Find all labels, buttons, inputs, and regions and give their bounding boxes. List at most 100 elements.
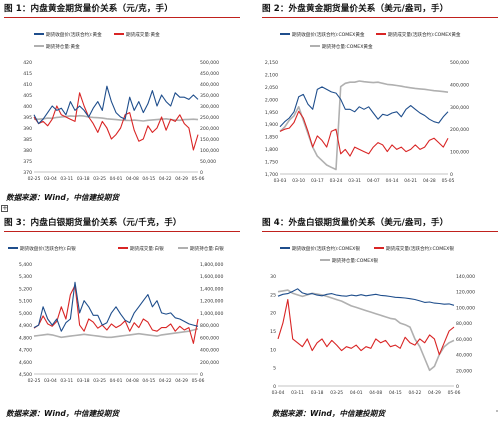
x-tick-label: 04-15 <box>389 390 402 396</box>
y-right-tick-label: 1,200,000 <box>200 299 223 305</box>
x-tick-label: 03-04 <box>272 390 285 396</box>
x-tick-label: 02-25 <box>28 176 41 182</box>
y-left-tick-label: 5,000 <box>19 311 32 317</box>
legend-label: 期货收盘价(活跃合约):COMEX银 <box>292 245 360 252</box>
y-right-tick-label: 800,000 <box>200 323 219 329</box>
y-left-tick-label: 4,600 <box>19 360 32 366</box>
series-line-volume <box>33 92 199 151</box>
x-tick-label: 02-25 <box>28 378 41 384</box>
x-tick-label: 04-01 <box>350 390 363 396</box>
series-line-price <box>277 288 455 306</box>
x-tick-label: 03-11 <box>60 176 73 182</box>
y-right-tick-label: 300,000 <box>450 105 469 111</box>
y-left-tick-label: 420 <box>23 60 32 66</box>
y-left-tick-label: 2,150 <box>265 60 278 66</box>
x-tick-label: 03-18 <box>77 176 90 182</box>
y-left-tick-label: 5 <box>273 366 276 372</box>
y-left-tick-label: 415 <box>23 71 32 77</box>
plot-area: 30 25 20 15 10 5 0 140,000 120,000 100,000 80,000 6… <box>270 274 475 396</box>
y-left-tick-label: 1,950 <box>265 110 278 116</box>
legend-label: 期货成交量(活跃合约):COMEX银 <box>386 245 454 252</box>
y-left-tick-label: 4,800 <box>19 335 32 341</box>
silver-comex-chart: 30 25 20 15 10 5 0 140,000 120,000 100,000 80,000 6… <box>270 245 475 396</box>
gold-comex-chart: 2,150 2,100 2,050 2,000 1,950 1,900 1,850 1,800… <box>265 31 469 184</box>
series-line-oi <box>279 80 449 171</box>
y-right-tick-label: 1,600,000 <box>200 274 223 280</box>
x-tick-label: 04-15 <box>142 176 155 182</box>
y-right-tick-label: 500,000 <box>200 60 219 66</box>
y-left-tick-label: 1,850 <box>265 135 278 141</box>
x-tick-label: 04-22 <box>409 390 422 396</box>
y-left-tick-label: 0 <box>273 384 276 390</box>
expand-icon[interactable]: + <box>1 204 8 212</box>
y-right-tick-label: 0 <box>450 172 453 178</box>
y-left-tick-label: 15 <box>270 329 276 335</box>
y-left-tick-label: 390 <box>23 126 32 132</box>
y-left-tick-label: 395 <box>23 115 32 121</box>
y-left-tick-label: 30 <box>270 274 276 280</box>
y-right-tick-label: 300,000 <box>200 104 219 110</box>
silver-domestic-chart: 5,400 5,300 5,200 5,100 5,000 4,900 4,800 4,700… <box>8 245 224 384</box>
y-left-tick-label: 375 <box>23 159 32 165</box>
legend-label: 期货成交量:黄金 <box>126 31 160 38</box>
y-left-tick-label: 5,400 <box>19 262 32 268</box>
x-tick-label: 03-11 <box>291 390 304 396</box>
x-tick-label: 04-14 <box>386 178 399 184</box>
series-line-oi <box>277 289 455 372</box>
y-right-tick-label: 200,000 <box>200 126 219 132</box>
y-right-tick-label: 50,000 <box>200 159 216 165</box>
y-left-tick-label: 1,700 <box>265 172 278 178</box>
y-right-tick-label: 1,800,000 <box>200 262 223 268</box>
x-tick-label: 04-21 <box>404 178 417 184</box>
legend-label: 期货成交量(活跃合约):COMEX黄金 <box>388 31 461 38</box>
panel-2-title-rule <box>262 17 498 18</box>
series-line-price <box>279 86 449 128</box>
series-line-volume <box>33 284 199 344</box>
legend-label: 期货收盘价(活跃合约):黄金 <box>46 31 102 38</box>
y-left-tick-label: 385 <box>23 137 32 143</box>
y-right-tick-label: 100,000 <box>450 150 469 156</box>
y-right-tick-label: 200,000 <box>450 127 469 133</box>
y-left-tick-label: 5,100 <box>19 299 32 305</box>
y-left-tick-label: 10 <box>270 347 276 353</box>
y-right-tick-label: 100,000 <box>200 148 219 154</box>
legend-label: 期货持仓量:COMEX黄金 <box>322 43 373 50</box>
x-tick-label: 03-25 <box>93 378 106 384</box>
x-tick-label: 04-08 <box>126 378 139 384</box>
y-left-tick-label: 5,200 <box>19 286 32 292</box>
x-tick-label: 03-04 <box>44 176 57 182</box>
legend-label: 期货持仓量:COMEX银 <box>332 257 378 264</box>
y-right-tick-label: 500,000 <box>450 60 469 66</box>
y-left-tick-label: 20 <box>270 311 276 317</box>
y-left-tick-label: 405 <box>23 93 32 99</box>
panel-4-title: 图 4：外盘白银期货量价关系（美元/盎司，手） <box>262 218 449 228</box>
y-left-tick-label: 5,300 <box>19 274 32 280</box>
x-tick-label: 04-29 <box>175 176 188 182</box>
y-right-tick-label: 150,000 <box>200 137 219 143</box>
panel-3-title-rule <box>4 231 240 232</box>
x-tick-label: 03-11 <box>60 378 73 384</box>
panel-1-title: 图 1：内盘黄金期货量价关系（元/克，手） <box>4 4 173 14</box>
y-left-tick-label: 410 <box>23 82 32 88</box>
y-right-tick-label: 1,000,000 <box>200 311 223 317</box>
x-tick-label: 05-05 <box>442 178 455 184</box>
y-left-tick-label: 1,750 <box>265 160 278 166</box>
y-left-tick-label: 4,500 <box>19 372 32 378</box>
gold-domestic-chart: 420 415 410 405 400 395 390 385 380 375 370 500,000… <box>23 31 219 182</box>
y-right-tick-label: 400,000 <box>200 348 219 354</box>
panel-3-source: 数据来源：Wind，中信建投期货 <box>6 409 119 418</box>
legend-label: 期货收盘价(活跃合约):COMEX黄金 <box>292 31 365 38</box>
x-tick-label: 03-31 <box>348 178 361 184</box>
panel-1-source: 数据来源：Wind，中信建投期货 <box>6 193 119 202</box>
x-tick-label: 03-17 <box>311 178 324 184</box>
y-left-tick-label: 2,000 <box>265 97 278 103</box>
y-left-tick-label: 1,900 <box>265 122 278 128</box>
x-tick-label: 04-29 <box>175 378 188 384</box>
panel-4-source: 数据来源：Wind，中信建投期货 <box>272 409 385 418</box>
x-tick-label: 03-18 <box>77 378 90 384</box>
y-left-tick-label: 2,100 <box>265 72 278 78</box>
x-tick-label: 03-24 <box>330 178 343 184</box>
x-tick-label: 03-25 <box>93 176 106 182</box>
x-tick-label: 04-01 <box>110 176 123 182</box>
y-right-tick-label: 400,000 <box>200 82 219 88</box>
